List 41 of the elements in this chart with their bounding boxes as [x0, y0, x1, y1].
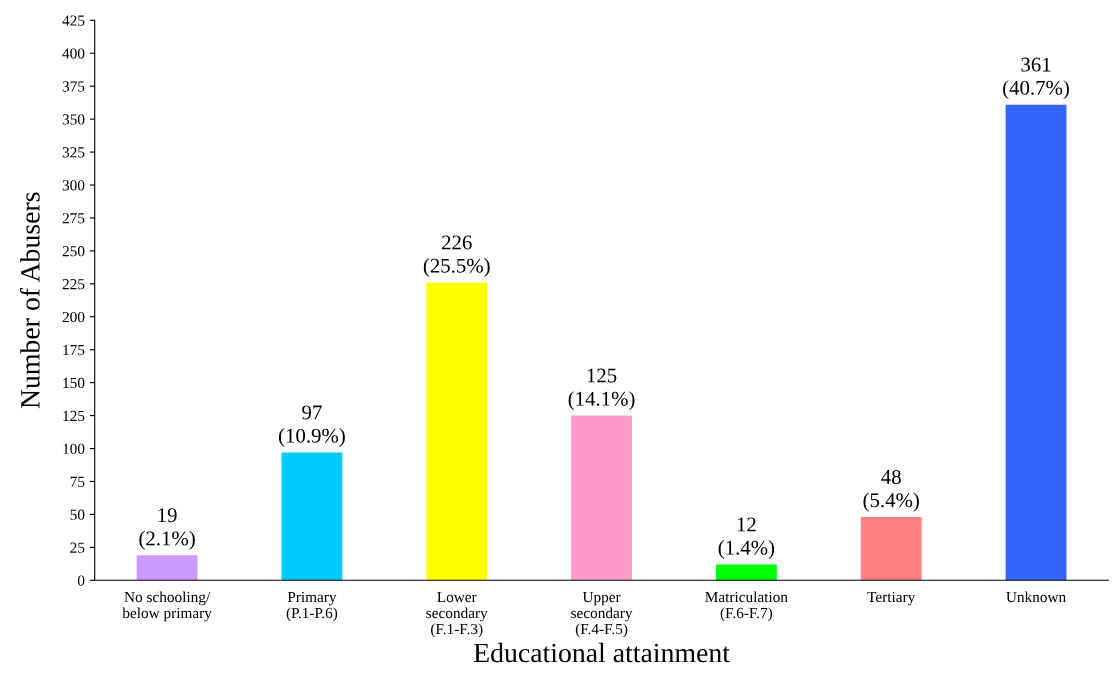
y-tick-label: 200 — [62, 311, 85, 323]
bar — [715, 564, 777, 581]
x-tick-label: No schooling/ below primary — [122, 591, 212, 622]
x-tick-label: Upper secondary (F.4-F.5) — [571, 592, 633, 638]
bar — [136, 555, 198, 581]
bar — [1005, 104, 1067, 581]
y-tick-label: 325 — [62, 147, 85, 158]
x-axis-title: Educational attainment — [473, 642, 730, 663]
x-tick-label: Matriculation (F.6-F.7) — [705, 591, 788, 622]
y-tick-label: 400 — [62, 48, 85, 59]
y-tick-label: 150 — [63, 377, 85, 389]
y-tick-label: 300 — [62, 180, 85, 191]
y-tick-label: 375 — [62, 81, 85, 92]
data-label: 125 (14.1%) — [568, 368, 635, 411]
bar — [571, 415, 632, 581]
y-tick-label: 350 — [62, 114, 85, 125]
y-tick-label: 50 — [70, 509, 85, 520]
x-tick-label: Tertiary — [867, 591, 916, 606]
y-tick-label: 100 — [63, 443, 85, 454]
y-tick-label: 425 — [62, 15, 85, 26]
x-tick-label: Unknown — [1006, 591, 1066, 603]
y-tick-label: 225 — [62, 279, 85, 290]
y-tick-label: 275 — [62, 213, 85, 224]
y-tick-label: 0 — [77, 575, 85, 586]
y-axis-title: Number of Abusers — [19, 192, 40, 409]
data-label: 12 (1.4%) — [718, 517, 775, 559]
y-tick-label: 250 — [62, 246, 85, 257]
x-tick-label: Lower secondary (F.1-F.3) — [426, 592, 488, 638]
y-tick-label: 25 — [70, 542, 85, 553]
y-tick-label: 75 — [70, 476, 85, 487]
data-label: 361 (40.7%) — [1003, 57, 1069, 100]
y-tick-label: 125 — [63, 410, 85, 422]
data-label: 48 (5.4%) — [863, 469, 919, 512]
data-label: 19 (2.1%) — [139, 508, 195, 550]
bar — [281, 452, 343, 581]
data-label: 226 (25.5%) — [423, 235, 490, 277]
data-label: 97 (10.9%) — [278, 405, 345, 447]
y-tick-label: 175 — [63, 344, 85, 356]
bar — [426, 282, 488, 581]
x-tick-label: Primary (P.1-P.6) — [286, 591, 338, 622]
bar — [860, 517, 922, 581]
